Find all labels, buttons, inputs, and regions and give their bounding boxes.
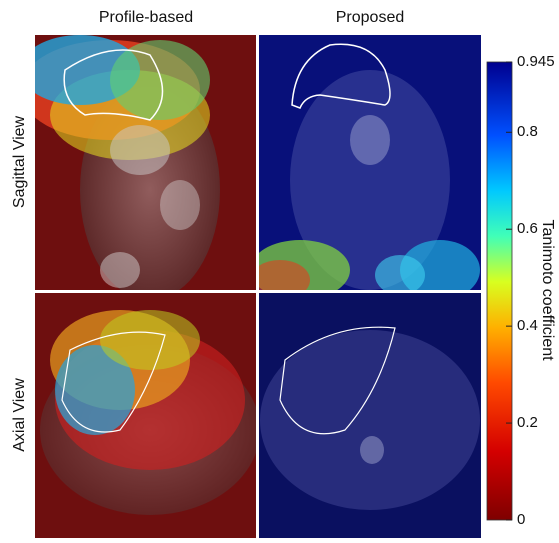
column-title: Proposed	[336, 9, 405, 26]
colorbar-label: Tanimoto coefficient	[539, 219, 556, 361]
row-title: Sagittal View	[11, 115, 28, 208]
colorbar	[487, 62, 512, 520]
figure: Profile-based Proposed Sagittal View Axi…	[0, 0, 559, 538]
tick-label: 0.945	[517, 53, 555, 70]
tick-label: 0.4	[517, 317, 538, 334]
tick-label: 0.8	[517, 123, 538, 140]
image-panel	[20, 35, 256, 300]
row-title: Axial View	[11, 378, 28, 452]
image-panel	[250, 35, 481, 300]
tick-label: 0	[517, 511, 525, 528]
tick-label: 0.2	[517, 414, 538, 431]
column-title: Profile-based	[99, 9, 193, 26]
image-panel	[35, 293, 260, 538]
tick-label: 0.6	[517, 220, 538, 237]
image-panel	[259, 293, 481, 538]
